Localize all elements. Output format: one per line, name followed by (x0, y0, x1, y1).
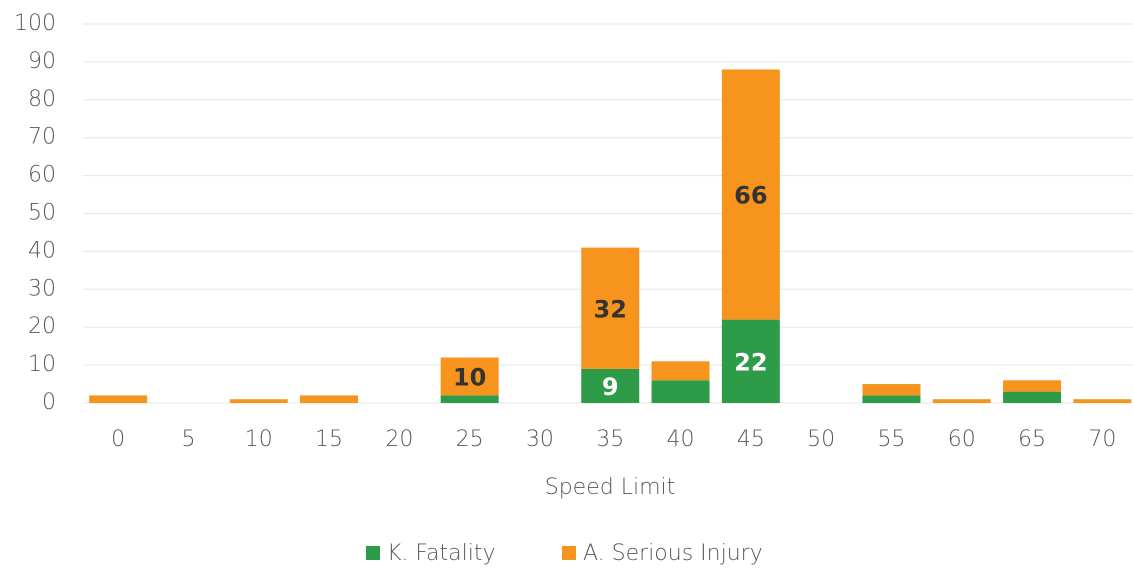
bar-segment (721, 319, 780, 403)
bar-segment (89, 395, 148, 403)
x-tick-label: 10 (245, 427, 273, 452)
y-tick-label: 30 (28, 276, 56, 301)
bar-segment (862, 395, 921, 403)
x-tick-label: 60 (948, 427, 976, 452)
x-tick-label: 35 (596, 427, 624, 452)
bar-segment (300, 395, 359, 403)
bar-segment (721, 69, 780, 320)
bar-segment (862, 384, 921, 396)
x-tick-label: 25 (456, 427, 484, 452)
x-tick-label: 0 (111, 427, 125, 452)
x-tick-label: 65 (1018, 427, 1046, 452)
bar-segment (932, 399, 991, 403)
x-tick-label: 55 (877, 427, 905, 452)
legend-swatch (562, 546, 576, 560)
data-label: 9 (602, 373, 619, 401)
y-tick-label: 40 (28, 238, 56, 263)
x-tick-label: 50 (807, 427, 835, 452)
x-tick-label: 30 (526, 427, 554, 452)
legend-label: A. Serious Injury (583, 541, 763, 566)
y-tick-label: 0 (42, 390, 56, 415)
bar-segment (1003, 380, 1062, 392)
y-tick-label: 20 (28, 314, 56, 339)
x-axis-title: Speed Limit (545, 475, 676, 500)
bar-segment (651, 361, 710, 381)
bar-segment (1073, 399, 1132, 403)
x-tick-label: 20 (385, 427, 413, 452)
data-label: 66 (734, 182, 767, 210)
x-tick-label: 40 (667, 427, 695, 452)
legend-label: K. Fatality (387, 541, 496, 566)
x-tick-label: 15 (315, 427, 343, 452)
data-label: 32 (594, 295, 627, 323)
bar-segment (1003, 391, 1062, 403)
data-label: 10 (453, 363, 486, 391)
y-tick-label: 100 (14, 11, 56, 36)
y-tick-label: 80 (28, 87, 56, 112)
y-tick-label: 90 (28, 49, 56, 74)
bar-segment (440, 395, 499, 403)
y-tick-label: 10 (28, 352, 56, 377)
bar-segment (229, 399, 288, 403)
legend-swatch (366, 546, 380, 560)
bar-segment (440, 357, 499, 396)
y-tick-label: 70 (28, 125, 56, 150)
x-tick-label: 70 (1088, 427, 1116, 452)
data-label: 22 (734, 348, 767, 376)
bar-segment (581, 247, 640, 369)
x-tick-label: 45 (737, 427, 765, 452)
x-tick-label: 5 (181, 427, 195, 452)
bar-segment (581, 368, 640, 403)
bar-segment (651, 380, 710, 403)
y-tick-label: 60 (28, 163, 56, 188)
y-tick-label: 50 (28, 201, 56, 226)
